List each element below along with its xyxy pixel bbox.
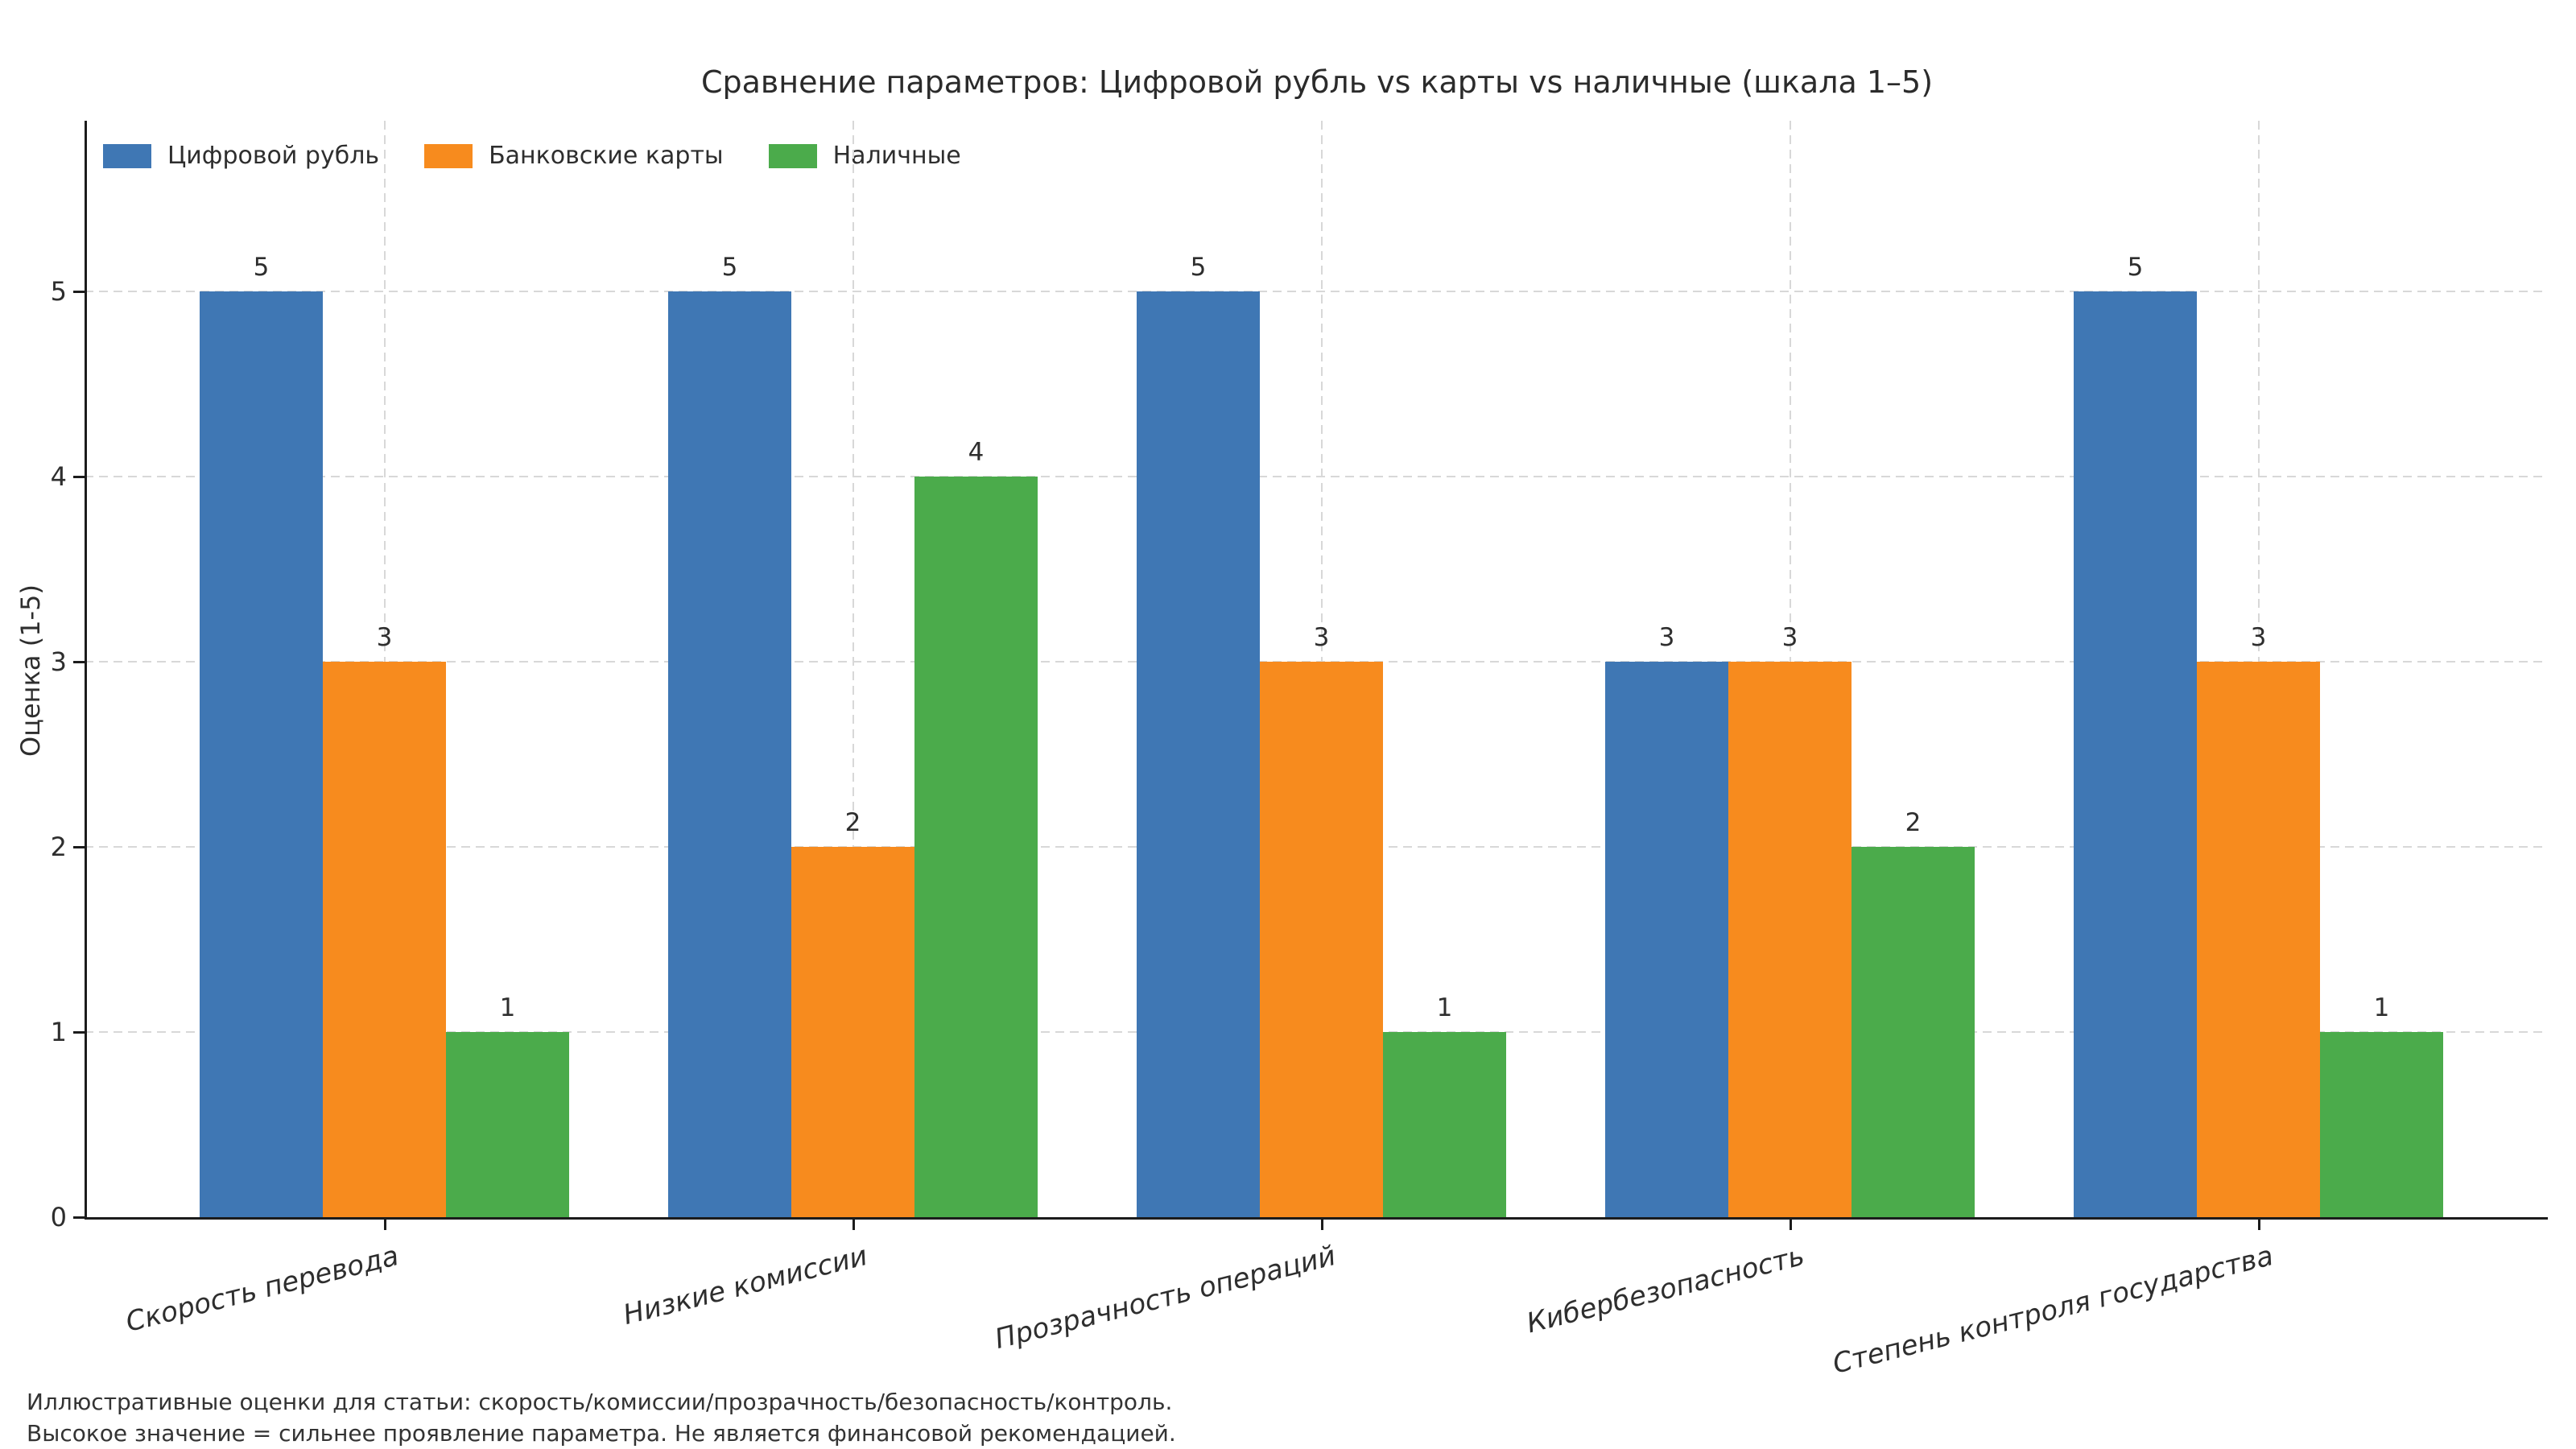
bar-Цифровой рубль-Низкие комиссии	[668, 291, 791, 1217]
gridline-horizontal	[85, 476, 2548, 477]
bar-value-label: 2	[1905, 808, 1922, 837]
x-tick-label: Скорость перевода	[122, 1240, 402, 1339]
x-tick-mark	[384, 1219, 386, 1230]
y-tick-label: 0	[50, 1202, 67, 1232]
y-tick-mark	[73, 291, 85, 293]
x-axis-spine	[85, 1217, 2548, 1220]
bar-value-label: 5	[1190, 253, 1207, 282]
bar-Цифровой рубль-Степень контроля государства	[2074, 291, 2197, 1217]
x-tick-label: Прозрачность операций	[992, 1240, 1340, 1356]
y-tick-mark	[73, 661, 85, 663]
legend-label-digital-ruble: Цифровой рубль	[167, 142, 380, 170]
bar-value-label: 3	[2250, 623, 2267, 652]
y-tick-mark	[73, 1216, 85, 1219]
legend-label-bank-cards: Банковские карты	[489, 142, 724, 170]
legend-swatch-bank-cards	[424, 143, 473, 168]
x-tick-mark	[852, 1219, 855, 1230]
y-tick-mark	[73, 476, 85, 478]
x-tick-label: Низкие комиссии	[620, 1240, 871, 1331]
y-tick-mark	[73, 846, 85, 848]
bar-value-label: 3	[1658, 623, 1675, 652]
legend-label-cash: Наличные	[832, 142, 961, 170]
bar-Наличные-Низкие комиссии	[914, 477, 1038, 1217]
bar-Банковские карты-Кибербезопасность	[1728, 662, 1852, 1217]
legend-item-bank-cards: Банковские карты	[424, 142, 724, 170]
bar-Банковские карты-Скорость перевода	[323, 662, 446, 1217]
bar-value-label: 4	[968, 438, 985, 467]
bar-Цифровой рубль-Прозрачность операций	[1137, 291, 1260, 1217]
legend-swatch-cash	[768, 143, 817, 168]
legend-swatch-digital-ruble	[103, 143, 151, 168]
footnote: Иллюстративные оценки для статьи: скорос…	[27, 1386, 1176, 1449]
x-tick-mark	[1321, 1219, 1323, 1230]
bar-Наличные-Прозрачность операций	[1383, 1032, 1506, 1217]
legend: Цифровой рубль Банковские карты Наличные	[103, 142, 961, 170]
bar-value-label: 1	[499, 993, 516, 1022]
x-tick-mark	[1790, 1219, 1792, 1230]
chart-title: Сравнение параметров: Цифровой рубль vs …	[700, 64, 1934, 100]
bar-Наличные-Кибербезопасность	[1852, 847, 1975, 1217]
bar-Цифровой рубль-Кибербезопасность	[1605, 662, 1728, 1217]
bar-Банковские карты-Прозрачность операций	[1260, 662, 1383, 1217]
legend-item-digital-ruble: Цифровой рубль	[103, 142, 379, 170]
bar-Наличные-Степень контроля государства	[2320, 1032, 2443, 1217]
footnote-line-1: Иллюстративные оценки для статьи: скорос…	[27, 1389, 1173, 1415]
bar-value-label: 5	[253, 253, 270, 282]
y-tick-label: 4	[50, 461, 67, 492]
bar-value-label: 1	[2373, 993, 2390, 1022]
bar-value-label: 5	[2127, 253, 2144, 282]
y-tick-label: 5	[50, 276, 67, 307]
bar-value-label: 1	[1436, 993, 1453, 1022]
bar-value-label: 3	[1313, 623, 1330, 652]
y-tick-mark	[73, 1031, 85, 1034]
y-tick-label: 2	[50, 832, 67, 862]
bar-value-label: 5	[721, 253, 738, 282]
y-tick-label: 3	[50, 646, 67, 677]
gridline-vertical	[852, 121, 854, 1217]
footnote-line-2: Высокое значение = сильнее проявление па…	[27, 1420, 1176, 1447]
bar-Банковские карты-Степень контроля государства	[2197, 662, 2320, 1217]
x-tick-label: Кибербезопасность	[1523, 1240, 1808, 1340]
bar-Банковские карты-Низкие комиссии	[791, 847, 914, 1217]
x-tick-mark	[2258, 1219, 2260, 1230]
bar-Цифровой рубль-Скорость перевода	[200, 291, 323, 1217]
gridline-horizontal	[85, 291, 2548, 292]
legend-item-cash: Наличные	[768, 142, 961, 170]
bar-value-label: 3	[1781, 623, 1798, 652]
bar-value-label: 2	[844, 808, 861, 837]
y-axis-spine	[85, 121, 87, 1220]
y-tick-label: 1	[50, 1017, 67, 1047]
x-tick-label: Степень контроля государства	[1829, 1240, 2277, 1381]
bar-Наличные-Скорость перевода	[446, 1032, 569, 1217]
bar-value-label: 3	[376, 623, 393, 652]
